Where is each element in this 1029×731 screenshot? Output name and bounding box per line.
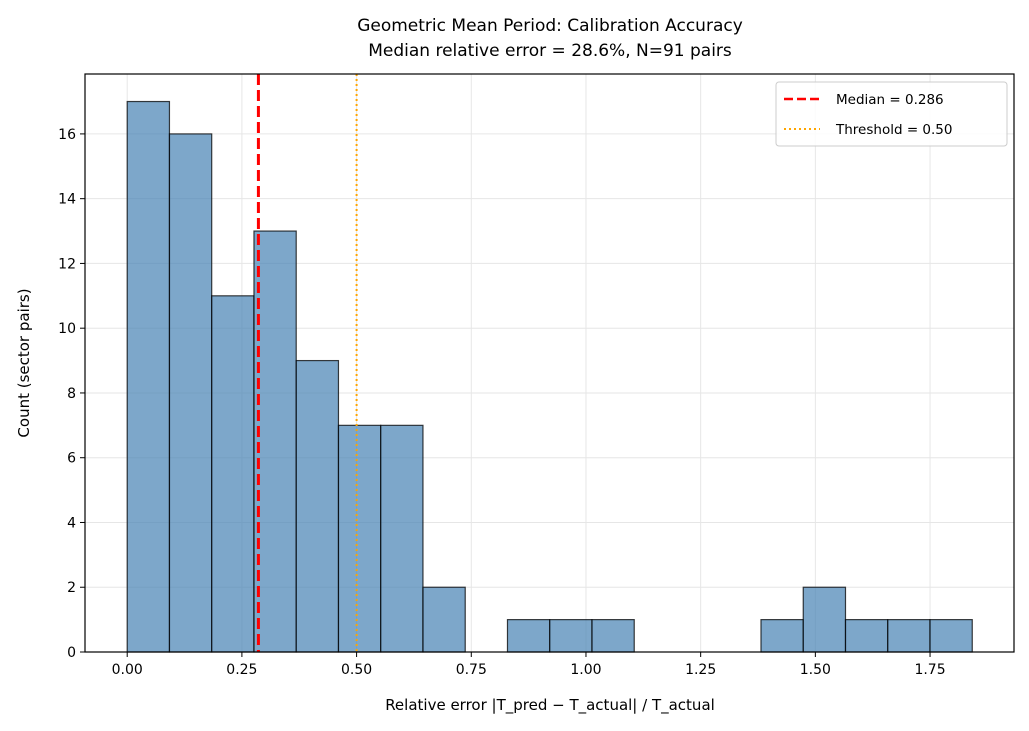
legend: Median = 0.286 Threshold = 0.50	[775, 81, 1008, 147]
histogram-bar	[802, 586, 847, 653]
histogram-bar	[760, 619, 804, 653]
legend-threshold-label: Threshold = 0.50	[835, 122, 952, 138]
histogram-bar	[253, 230, 297, 653]
histogram-bar	[422, 586, 466, 653]
x-tick-label: 0.50	[341, 662, 372, 678]
histogram-bar	[929, 619, 973, 653]
x-tick-label: 0.25	[226, 662, 257, 678]
y-tick-label: 4	[67, 515, 76, 531]
x-tick-label: 1.00	[570, 662, 601, 678]
histogram-bar	[591, 619, 635, 653]
histogram-bar	[295, 359, 340, 653]
y-tick-label: 14	[58, 192, 76, 208]
x-axis-label: Relative error |T_pred − T_actual| / T_a…	[385, 696, 715, 715]
histogram-bar	[844, 619, 889, 653]
y-axis-label: Count (sector pairs)	[15, 288, 33, 437]
y-tick-label: 0	[67, 645, 76, 661]
x-tick-label: 0.75	[456, 662, 487, 678]
y-tick-label: 8	[67, 386, 76, 402]
histogram-bar	[380, 424, 424, 653]
histogram-bar	[887, 619, 931, 653]
histogram-bar	[337, 424, 382, 653]
y-tick-label: 16	[58, 127, 76, 143]
legend-box	[775, 81, 1008, 147]
y-tick-label: 10	[58, 321, 76, 337]
chart-title: Geometric Mean Period: Calibration Accur…	[357, 16, 743, 36]
reference-lines	[256, 74, 358, 652]
y-tick-label: 6	[67, 451, 76, 467]
histogram-bar	[168, 133, 213, 653]
histogram-bar	[211, 295, 255, 653]
plot-frame	[84, 73, 1015, 653]
chart-subtitle: Median relative error = 28.6%, N=91 pair…	[368, 41, 732, 61]
histogram-bar	[126, 100, 171, 653]
x-ticks: 0.00 0.25 0.50 0.75 1.00 1.25 1.50 1.75	[112, 652, 946, 678]
y-tick-label: 2	[67, 580, 76, 596]
x-tick-label: 1.25	[685, 662, 716, 678]
x-tick-label: 0.00	[112, 662, 143, 678]
y-tick-label: 12	[58, 256, 76, 272]
histogram-bar	[506, 619, 551, 653]
y-ticks: 0 2 4 6 8 10 12 14 16	[58, 127, 85, 661]
histogram-bar	[549, 619, 593, 653]
x-tick-label: 1.75	[914, 662, 945, 678]
legend-median-label: Median = 0.286	[836, 92, 944, 108]
bars	[126, 100, 973, 653]
x-tick-label: 1.50	[800, 662, 831, 678]
